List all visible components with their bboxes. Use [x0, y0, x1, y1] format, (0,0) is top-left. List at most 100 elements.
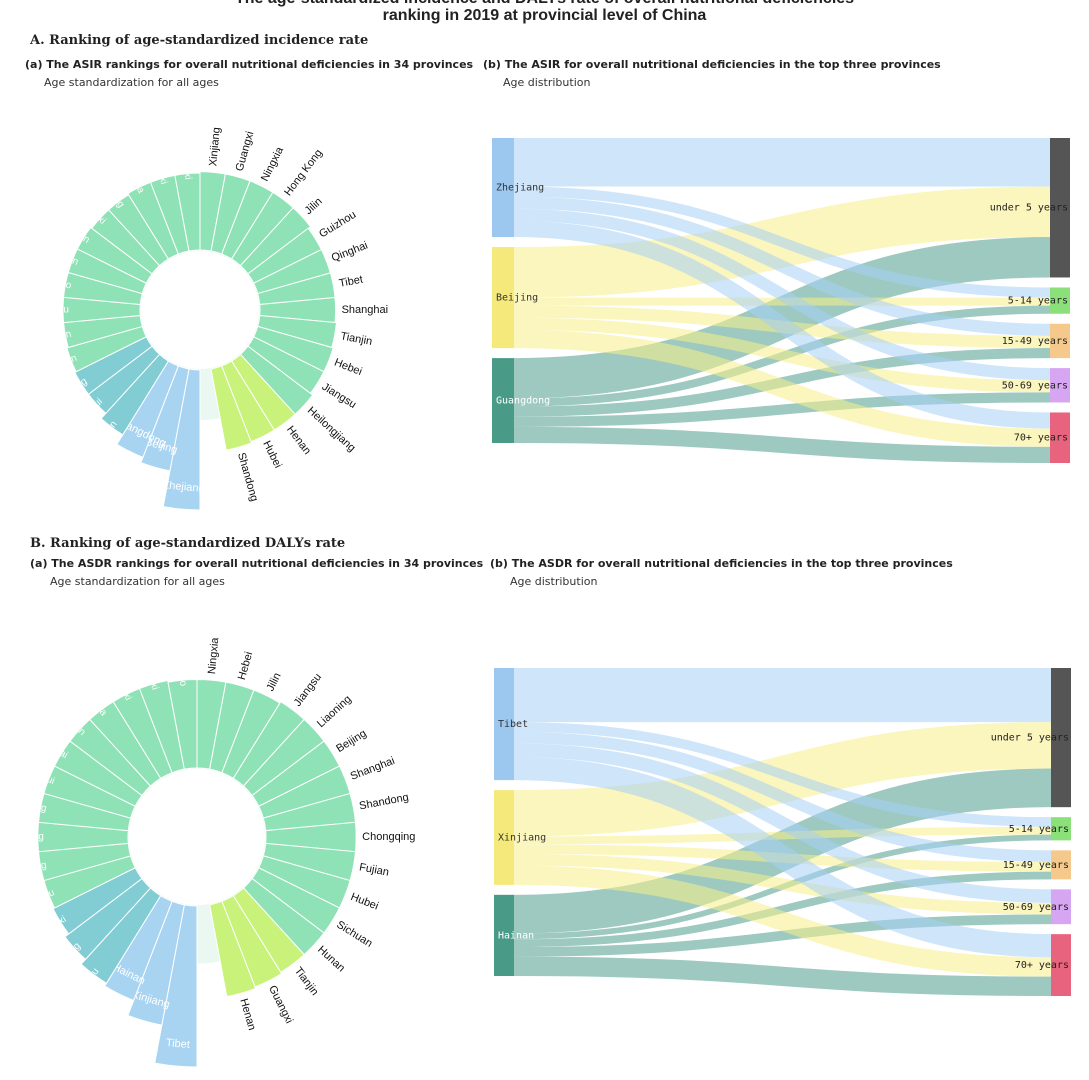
asdr-label-gansu: Gansu — [75, 966, 102, 996]
section-b-panel-a-note: Age standardization for all ages — [50, 575, 225, 588]
asdr-flow-xinjiang-to-5-14-years — [513, 826, 1052, 845]
section-a-panel-b-note: Age distribution — [503, 76, 591, 89]
asir-source-label-guangdong: Guangdong — [496, 396, 550, 407]
asdr-label-hubei: Hubei — [349, 891, 380, 913]
asdr-label-shandong: Shandong — [358, 791, 410, 812]
asdr-label-henan: Henan — [237, 997, 257, 1031]
asir-label-chongqing: Chongqing — [88, 165, 126, 210]
asdr-label-ningxia: Ningxia — [206, 636, 221, 675]
figure-title-line1: The age-standardized incidence and DALYs… — [0, 0, 1089, 8]
asir-flow-guangdong-to-70-years — [513, 426, 1051, 464]
asdr-flow-tibet-to-15-49-years — [513, 731, 1052, 862]
asdr-source-node-tibet — [494, 668, 514, 781]
asdr-label-jiangsu: Jiangsu — [292, 671, 324, 708]
asdr-label-macao: Macao — [175, 656, 189, 687]
asdr-label-sichuan: Sichuan — [334, 919, 374, 950]
asir-label-jiangxi: Jiangxi — [77, 198, 107, 227]
section-a-heading: A. Ranking of age-standardized incidence… — [30, 33, 369, 48]
asdr-label-guangdong: Guangdong — [0, 832, 44, 843]
asir-label-ningxia: Ningxia — [259, 144, 286, 183]
asir-sankey-chart: Zhejiang Beijing Guangdong under 5 years 5-1… — [492, 137, 1070, 464]
section-a-panel-b-title: (b) The ASIR for overall nutritional def… — [483, 58, 941, 71]
asdr-source-node-hainan — [494, 894, 514, 976]
asir-source-label-zhejiang: Zhejiang — [496, 183, 544, 194]
asdr-bar-henan — [209, 900, 257, 998]
asdr-label-guizhou: Guizhou — [18, 887, 57, 911]
asdr-label-hebei: Hebei — [236, 650, 255, 681]
asdr-source-label-xinjiang: Xinjiang — [498, 832, 546, 843]
asir-target-label-5-14-years: 5-14 years — [1008, 296, 1068, 307]
asir-source-node-guangdong — [492, 358, 514, 443]
asir-label-gansu: Gansu — [40, 305, 69, 316]
section-b-heading: B. Ranking of age-standardized DALYs rat… — [30, 536, 346, 551]
asir-label-hong-kong: Hong Kong — [282, 147, 325, 198]
asir-source-node-beijing — [492, 247, 514, 349]
asir-label-zhejiang: Zhejiang — [162, 479, 205, 495]
asdr-label-beijing: Beijing — [334, 727, 368, 755]
asir-label-qinghai: Qinghai — [330, 239, 370, 264]
asir-label-fujian: Fujian — [62, 222, 91, 246]
asir-target-label-70-years: 70+ years — [1014, 433, 1068, 444]
asir-flow-zhejiang-to-5-14-years — [513, 186, 1051, 298]
asir-label-sichuan: Sichuan — [89, 419, 120, 454]
asdr-flow-tibet-to-50-69-years — [513, 743, 1052, 903]
section-b-panel-b-note: Age distribution — [510, 575, 598, 588]
asir-label-jilin: Jilin — [303, 195, 325, 217]
asir-target-node-50-69-years — [1050, 368, 1070, 403]
asdr-label-liaoning: Liaoning — [315, 693, 354, 730]
asdr-source-label-hainan: Hainan — [498, 930, 534, 941]
section-b-panel-a-title: (a) The ASDR rankings for overall nutrit… — [30, 557, 484, 570]
asdr-flow-hainan-to-70-years — [513, 956, 1052, 997]
asir-label-henan: Henan — [284, 424, 313, 457]
asdr-target-label-50-69-years: 50-69 years — [1003, 902, 1069, 913]
asdr-radial-chart: TibetXinjiangHainanGansuZhejiangShaanxiG… — [0, 636, 415, 1068]
asdr-target-node-15-49-years — [1051, 850, 1071, 880]
asdr-label-yunnan: Yunnan — [55, 707, 87, 738]
asdr-target-label-5-14-years: 5-14 years — [1009, 824, 1069, 835]
asir-label-shanghai: Shanghai — [342, 304, 389, 316]
asir-target-node-70-years — [1050, 412, 1070, 463]
asdr-flow-xinjiang-to-70-years — [513, 865, 1052, 977]
asir-flow-zhejiang-to-15-49-years — [513, 196, 1051, 336]
asir-label-guizhou: Guizhou — [317, 209, 358, 241]
figure-title-line2: ranking in 2019 at provincial level of C… — [382, 7, 707, 24]
asir-center-hole — [141, 251, 259, 369]
asdr-target-node-5-14-years — [1051, 817, 1071, 841]
asdr-label-zhejiang: Zhejiang — [47, 941, 83, 975]
asir-label-shaanxi: Shaanxi — [149, 148, 169, 186]
asir-label-guangxi: Guangxi — [234, 130, 257, 173]
asir-target-node-5-14-years — [1050, 287, 1070, 314]
asdr-label-tianjin: Tianjin — [292, 965, 321, 998]
asir-label-shanxi: Shanxi — [179, 149, 193, 180]
asdr-flow-tibet-to-5-14-years — [513, 722, 1052, 827]
asir-label-liaoning: Liaoning — [51, 376, 89, 405]
asir-source-node-zhejiang — [492, 138, 514, 238]
asir-flow-zhejiang-to-70-years — [513, 220, 1051, 429]
asdr-target-label-70-years: 70+ years — [1015, 960, 1069, 971]
asir-flow-beijing-to-70-years — [513, 329, 1051, 447]
asir-flow-zhejiang-to-50-69-years — [513, 208, 1051, 381]
asir-label-xinjiang: Xinjiang — [207, 127, 223, 167]
asdr-sankey-chart: Tibet Xinjiang Hainan under 5 years 5-14 yea… — [494, 667, 1071, 997]
asir-source-label-beijing: Beijing — [496, 293, 538, 304]
section-a-panel-a-title: (a) The ASIR rankings for overall nutrit… — [25, 58, 474, 71]
asir-label-jiangsu: Jiangsu — [320, 381, 359, 411]
asdr-label-hong-kong: Hong Kong — [0, 860, 47, 880]
asdr-source-node-xinjiang — [494, 790, 514, 885]
asdr-label-fujian: Fujian — [358, 861, 390, 878]
asir-label-macao: Macao — [41, 275, 73, 291]
asir-label-heilongjiang: Heilongjiang — [305, 405, 358, 455]
asdr-label-innermongolia: InnerMongolia — [62, 661, 109, 719]
asdr-label-heilongjiang: Heilongjiang — [0, 793, 47, 814]
asir-label-hubei: Hubei — [260, 439, 284, 470]
asir-target-label-under-5-years: under 5 years — [990, 203, 1068, 214]
asir-radial-chart: ZhejiangBeijingGuangdongSichuanAnhuiLiao… — [40, 127, 389, 511]
asir-label-shandong: Shandong — [235, 451, 260, 503]
asir-bar-shandong — [210, 365, 253, 451]
asdr-label-guangxi: Guangxi — [266, 984, 295, 1026]
asir-flow-guangdong-to-50-69-years — [513, 392, 1051, 427]
asdr-label-shaanxi: Shaanxi — [32, 914, 69, 942]
asdr-label-shanghai: Shanghai — [349, 755, 397, 783]
asdr-flow-tibet-to-70-years — [513, 756, 1052, 958]
